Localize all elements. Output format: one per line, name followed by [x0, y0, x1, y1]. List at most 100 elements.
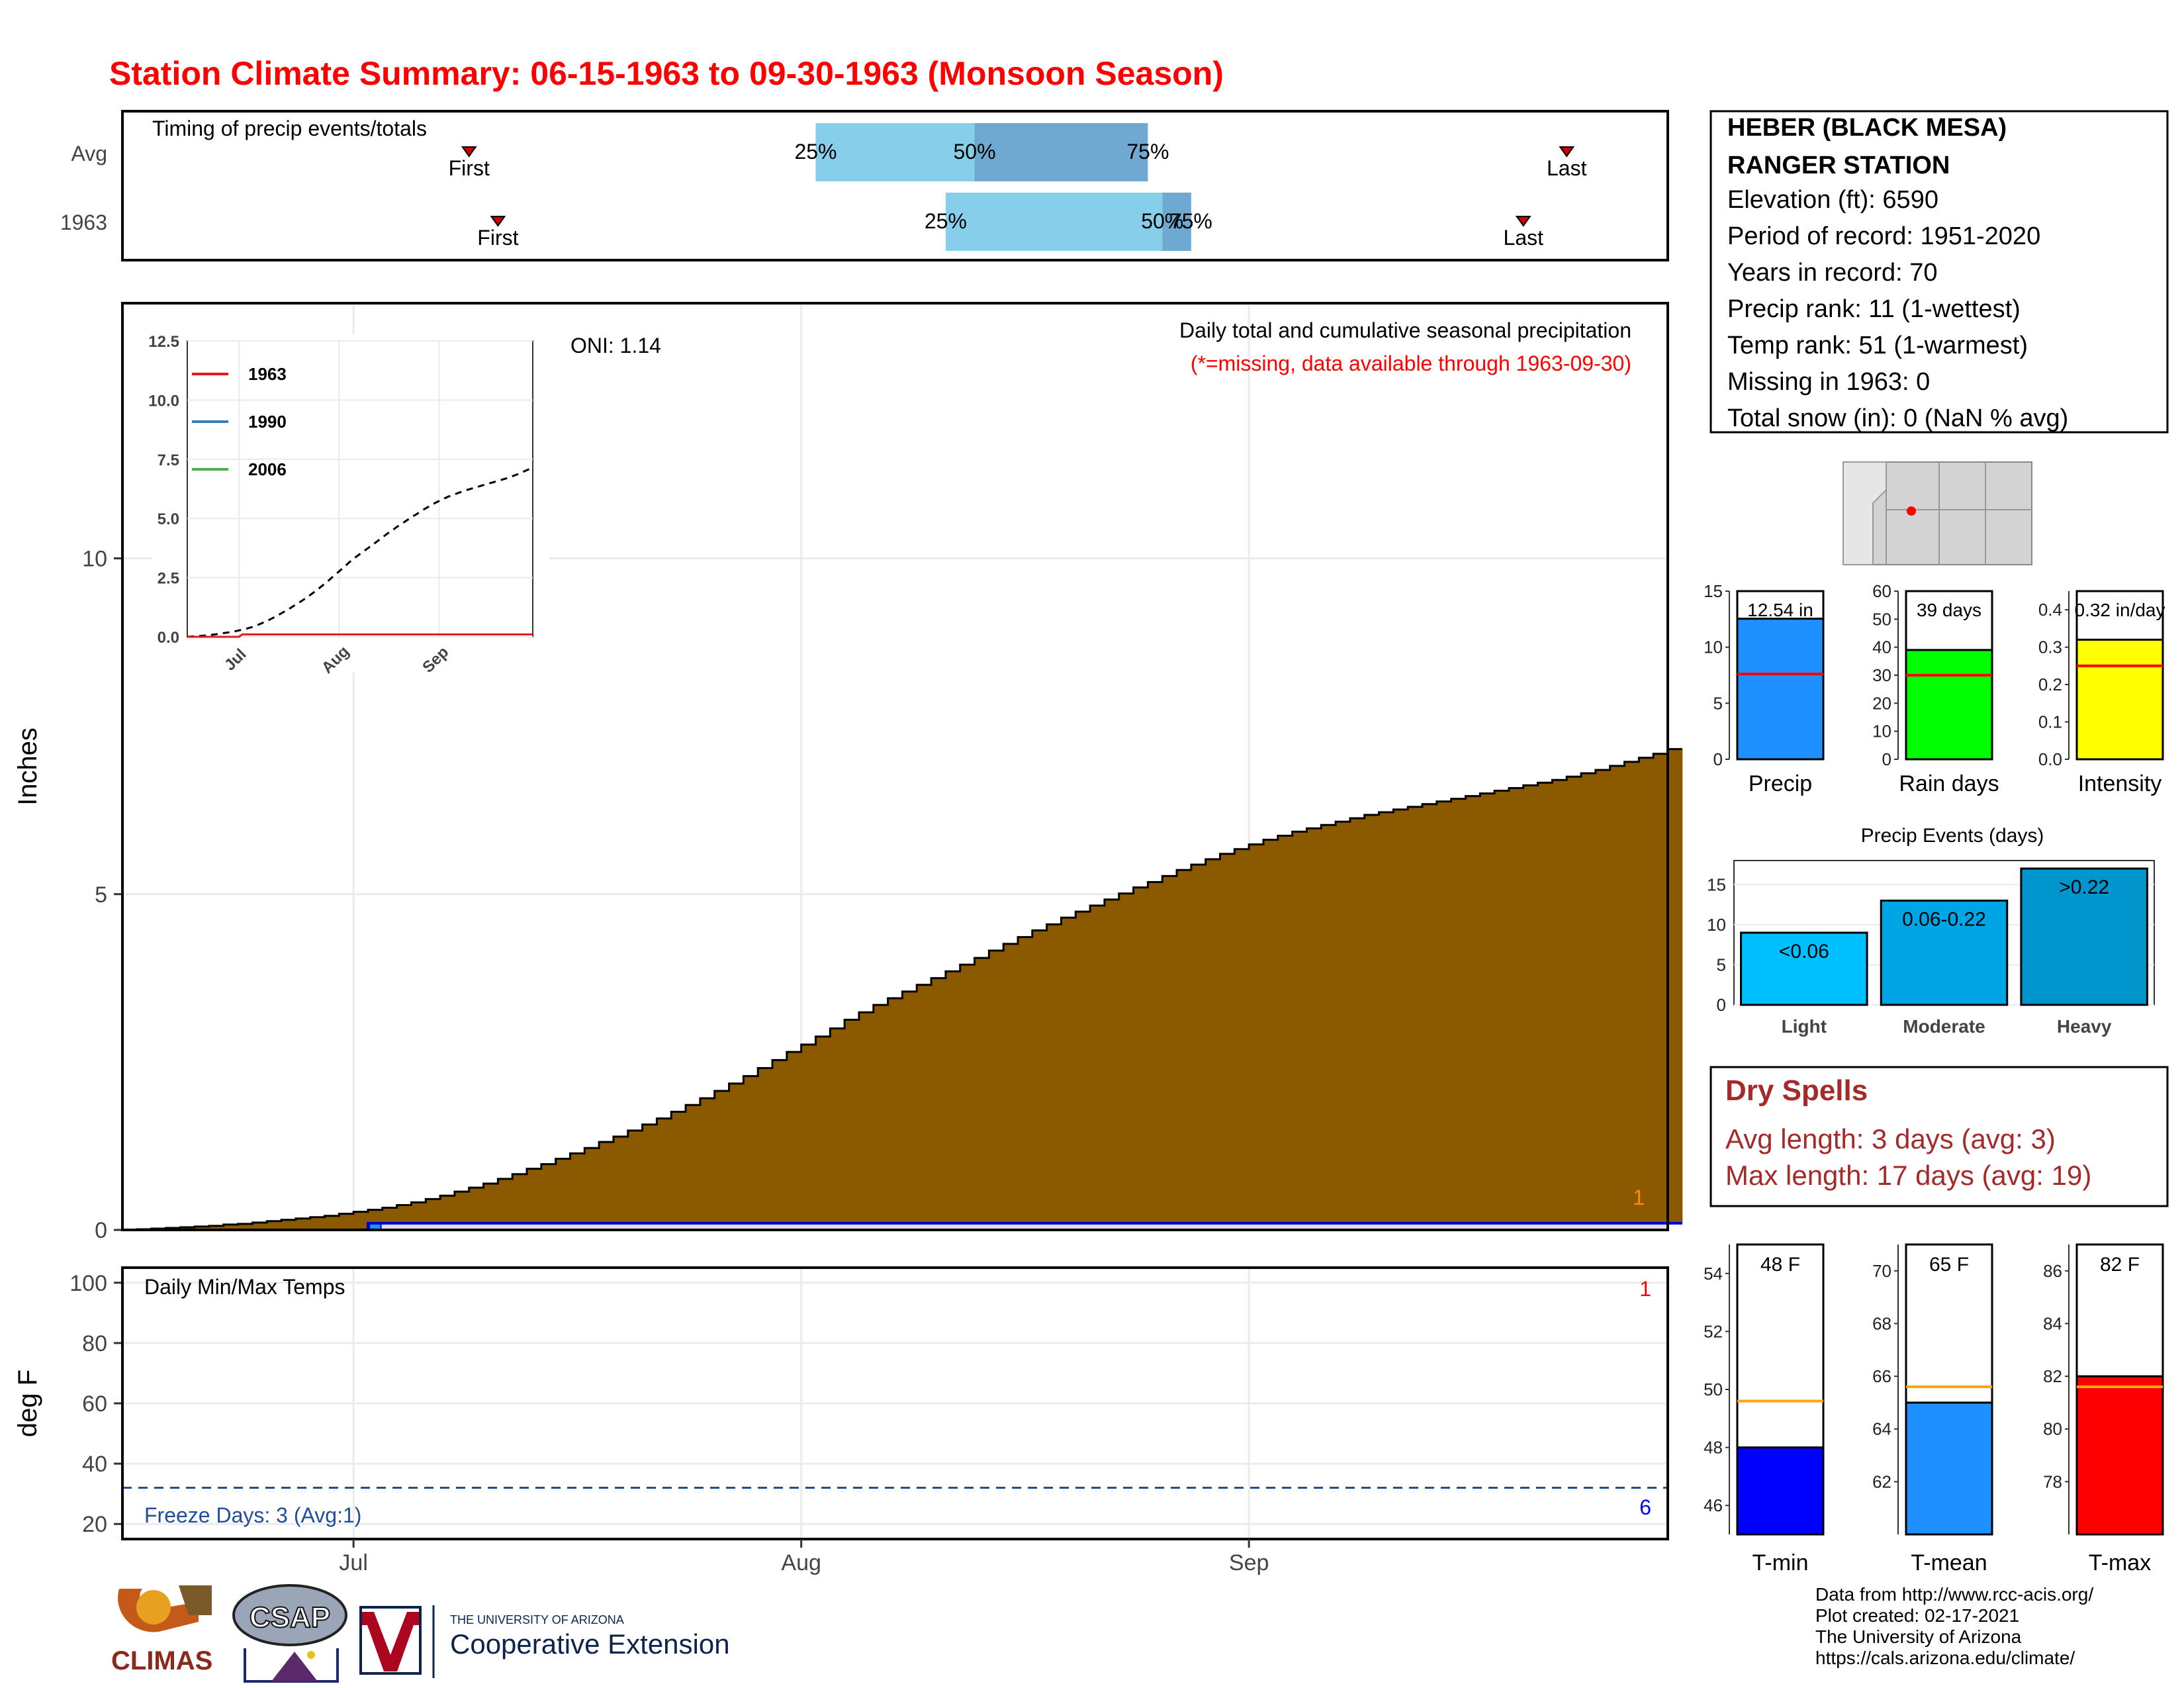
below-normal-band	[1061, 917, 1076, 1223]
below-normal-band	[1653, 753, 1668, 1223]
temp-summary-value-label: 82 F	[2100, 1254, 2140, 1276]
below-normal-band	[642, 1124, 657, 1223]
footer-line: The University of Arizona	[1815, 1626, 2022, 1647]
summary-value-label: 12.54 in	[1747, 600, 1813, 620]
below-normal-band	[1552, 780, 1567, 1223]
first-label: First	[449, 156, 490, 180]
events-tick: 15	[1707, 874, 1726, 894]
below-normal-band	[195, 1226, 210, 1230]
dry-spells-title: Dry Spells	[1725, 1074, 1868, 1107]
precip-subtitle: (*=missing, data available through 1963-…	[1191, 352, 1631, 375]
temp-summary-tick: 54	[1704, 1264, 1723, 1284]
below-normal-band	[1523, 785, 1539, 1223]
events-bar	[1740, 931, 1868, 1006]
below-normal-band	[599, 1142, 614, 1223]
temp-summary-tick: 78	[2043, 1472, 2062, 1491]
timing-panel: Timing of precip events/totals Avg 1963 …	[60, 110, 1669, 261]
below-normal-band	[339, 1213, 354, 1230]
csap-logo: CSAP	[232, 1584, 347, 1683]
inset-y-tick: 0.0	[158, 629, 179, 647]
inset-y-tick: 2.5	[158, 570, 179, 588]
temp-bottom-count: 6	[1639, 1495, 1651, 1519]
summary-bar	[1905, 649, 1993, 761]
below-normal-band	[180, 1227, 195, 1230]
precip-events-title: Precip Events (days)	[1861, 825, 2044, 847]
summary-tick: 20	[1872, 693, 1891, 713]
timing-row-avg-label: Avg	[71, 142, 107, 165]
below-normal-band	[1003, 943, 1019, 1223]
below-normal-band	[627, 1130, 643, 1223]
events-category-label: Heavy	[2057, 1016, 2112, 1037]
precip-y-tick: 10	[82, 547, 107, 572]
below-normal-band	[1133, 887, 1148, 1223]
events-tick: 5	[1717, 955, 1726, 974]
below-normal-band	[1090, 906, 1105, 1223]
temp-y-tick: 20	[82, 1512, 107, 1537]
below-normal-band	[295, 1218, 311, 1230]
below-normal-band	[1075, 912, 1091, 1223]
below-normal-band	[584, 1148, 600, 1223]
summary-bar-panels: 0 5 10 15 12.54 in Precip 0 10 20 30 40 50 60 39 days…	[1704, 581, 2165, 796]
below-normal-band	[902, 991, 917, 1223]
below-normal-band	[1321, 825, 1336, 1223]
freeze-days: Freeze Days: 3 (Avg:1)	[144, 1503, 361, 1527]
oni-label: ONI: 1.14	[570, 334, 661, 357]
station-location-marker	[1907, 506, 1916, 516]
temp-summary-tick: 70	[1872, 1261, 1891, 1281]
below-normal-band	[1148, 882, 1163, 1223]
below-normal-band	[945, 971, 961, 1223]
station-line: Total snow (in): 0 (NaN % avg)	[1727, 404, 2068, 432]
footer-line: Plot created: 02-17-2021	[1815, 1605, 2019, 1626]
summary-tick: 0	[1882, 749, 1891, 769]
below-normal-band	[1234, 849, 1250, 1223]
inset-legend-label: 2006	[248, 459, 287, 479]
temp-title: Daily Min/Max Temps	[144, 1275, 345, 1299]
station-line: Years in record: 70	[1727, 259, 1938, 287]
below-normal-band	[324, 1215, 340, 1230]
below-normal-band	[1465, 796, 1480, 1223]
temp-y-tick: 100	[69, 1271, 107, 1296]
timing-label: Timing of precip events/totals	[152, 117, 427, 140]
temp-summary-label: T-mean	[1911, 1550, 1987, 1575]
temp-summary-tick: 80	[2043, 1419, 2062, 1439]
temp-summary-tick: 68	[1872, 1313, 1891, 1333]
below-normal-band	[1408, 806, 1423, 1223]
below-normal-band	[1610, 765, 1625, 1223]
summary-tick: 0.0	[2038, 749, 2062, 769]
below-normal-band	[873, 1005, 889, 1223]
temp-summary-bar	[1736, 1446, 1825, 1536]
below-normal-band	[1046, 924, 1062, 1223]
below-normal-band	[844, 1019, 860, 1223]
temp-summary-tick: 62	[1872, 1472, 1891, 1491]
below-normal-band	[310, 1217, 326, 1230]
footer: CLIMAS CSAP THE UNIVERSITY OF ARIZONA Co…	[111, 1584, 2093, 1683]
below-normal-band	[1336, 821, 1351, 1223]
below-normal-band	[527, 1168, 542, 1223]
below-normal-band	[830, 1028, 845, 1223]
temp-y-tick: 40	[82, 1452, 107, 1477]
inset-average-line	[187, 466, 533, 638]
below-normal-band	[498, 1178, 513, 1223]
last-marker	[1515, 216, 1531, 227]
summary-tick: 10	[1872, 722, 1891, 741]
summary-tick: 0	[1713, 749, 1723, 769]
below-normal-band	[1292, 831, 1307, 1223]
dry-spells-avg: Avg length: 3 days (avg: 3)	[1725, 1123, 2056, 1154]
timing-p75-label: 75%	[1170, 209, 1212, 233]
below-normal-band	[1451, 798, 1466, 1223]
below-normal-band	[729, 1083, 744, 1223]
below-normal-band	[1205, 859, 1221, 1223]
events-tick: 0	[1717, 995, 1726, 1015]
below-normal-band	[743, 1076, 758, 1223]
station-line: Missing in 1963: 0	[1727, 368, 1930, 396]
temp-summary-bar	[1905, 1401, 1993, 1536]
timing-p75-label: 75%	[1126, 140, 1169, 164]
below-normal-band	[772, 1060, 788, 1223]
dry-spells-max: Max length: 17 days (avg: 19)	[1725, 1160, 2091, 1191]
below-normal-band	[858, 1012, 874, 1223]
summary-tick: 5	[1713, 693, 1723, 713]
below-normal-band	[1379, 812, 1394, 1223]
events-bar-label: <0.06	[1779, 941, 1829, 962]
